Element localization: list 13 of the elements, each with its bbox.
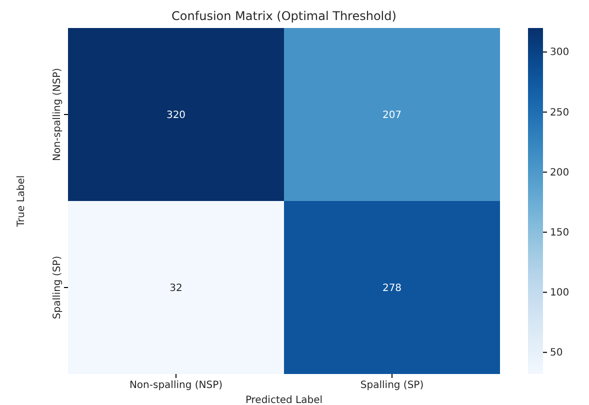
data-label: 32 [170, 283, 182, 294]
color-bar-label: 250 [550, 107, 570, 118]
data-label: 207 [382, 110, 402, 121]
color-bar-label: 100 [550, 288, 570, 299]
color-bar-label: 200 [550, 167, 570, 178]
color-bar-label: 150 [550, 227, 570, 238]
color-bar-label: 50 [550, 348, 563, 359]
data-label: 278 [382, 283, 402, 294]
x-axis-title: Predicted Label [245, 395, 323, 405]
chart-title: Confusion Matrix (Optimal Threshold) [172, 9, 396, 23]
color-bar-label: 300 [550, 47, 570, 58]
data-label: 320 [166, 110, 186, 121]
y-axis-title: True Label [16, 175, 27, 228]
